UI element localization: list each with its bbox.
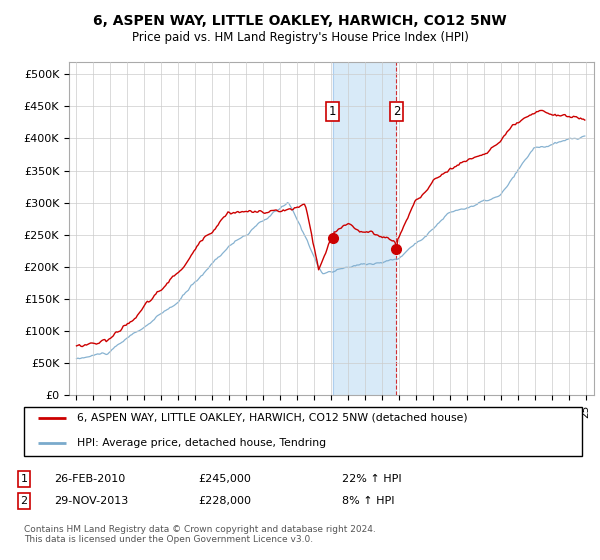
Text: Price paid vs. HM Land Registry's House Price Index (HPI): Price paid vs. HM Land Registry's House … (131, 31, 469, 44)
Text: Contains HM Land Registry data © Crown copyright and database right 2024.
This d: Contains HM Land Registry data © Crown c… (24, 525, 376, 544)
Text: HPI: Average price, detached house, Tendring: HPI: Average price, detached house, Tend… (77, 437, 326, 447)
Text: 6, ASPEN WAY, LITTLE OAKLEY, HARWICH, CO12 5NW: 6, ASPEN WAY, LITTLE OAKLEY, HARWICH, CO… (93, 14, 507, 28)
Text: 22% ↑ HPI: 22% ↑ HPI (342, 474, 401, 484)
Text: 1: 1 (20, 474, 28, 484)
Bar (333, 62, 397, 395)
Text: 2: 2 (393, 105, 400, 118)
Text: 29-NOV-2013: 29-NOV-2013 (54, 496, 128, 506)
FancyBboxPatch shape (24, 407, 582, 456)
Text: 2: 2 (20, 496, 28, 506)
Text: 1: 1 (329, 105, 337, 118)
Text: £228,000: £228,000 (198, 496, 251, 506)
Text: 8% ↑ HPI: 8% ↑ HPI (342, 496, 395, 506)
Text: £245,000: £245,000 (198, 474, 251, 484)
Text: 26-FEB-2010: 26-FEB-2010 (54, 474, 125, 484)
Text: 6, ASPEN WAY, LITTLE OAKLEY, HARWICH, CO12 5NW (detached house): 6, ASPEN WAY, LITTLE OAKLEY, HARWICH, CO… (77, 413, 467, 423)
